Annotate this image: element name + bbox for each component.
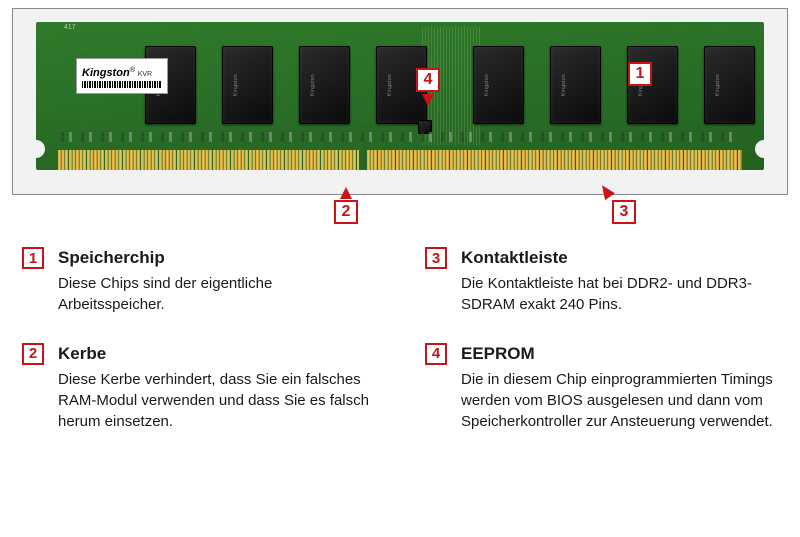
brand-sticker: Kingston® KVR	[76, 58, 168, 94]
contacts-right	[367, 150, 742, 170]
legend-title: Kontaktleiste	[461, 248, 778, 268]
chip-label: Kingston	[484, 74, 490, 96]
contacts-left	[58, 150, 359, 170]
legend-description: Diese Kerbe verhindert, dass Sie ein fal…	[58, 369, 375, 433]
legend-item-1: 1 Speicherchip Diese Chips sind der eigent…	[22, 248, 375, 316]
brand-name: Kingston	[82, 67, 130, 79]
chip-label: Kingston	[715, 74, 721, 96]
callout-arrow	[340, 187, 352, 199]
memory-chip: Kingston	[550, 46, 601, 124]
pcb-serial: 417	[64, 24, 76, 31]
chip-label: Kingston	[387, 74, 393, 96]
legend-title: Kerbe	[58, 344, 375, 364]
callout-arrow	[422, 94, 434, 106]
callout-marker-2: 2	[334, 200, 358, 224]
memory-chip: Kingston	[473, 46, 524, 124]
legend-description: Die in diesem Chip einprogrammierten Tim…	[461, 369, 778, 433]
legend-number: 4	[425, 343, 447, 365]
memory-chip: Kingston	[299, 46, 350, 124]
mounting-cutout-right	[755, 140, 773, 158]
legend-title: Speicherchip	[58, 248, 375, 268]
legend-item-3: 3 Kontaktleiste Die Kontaktleiste hat bei …	[425, 248, 778, 316]
legend-title: EEPROM	[461, 344, 778, 364]
callout-marker-4: 4	[416, 68, 440, 92]
legend-item-2: 2 Kerbe Diese Kerbe verhindert, dass Sie e…	[22, 344, 375, 433]
legend: 1 Speicherchip Diese Chips sind der eigent…	[22, 248, 778, 432]
mounting-cutout-left	[27, 140, 45, 158]
legend-number: 3	[425, 247, 447, 269]
smd-components	[61, 132, 739, 142]
chip-label: Kingston	[310, 74, 316, 96]
memory-chip: Kingston	[704, 46, 755, 124]
callout-marker-3: 3	[612, 200, 636, 224]
legend-number: 2	[22, 343, 44, 365]
memory-chip: Kingston	[222, 46, 273, 124]
legend-item-4: 4 EEPROM Die in diesem Chip einprogrammier…	[425, 344, 778, 433]
legend-number: 1	[22, 247, 44, 269]
chip-label: Kingston	[233, 74, 239, 96]
ram-module: 417 KingstonKingstonKingstonKingstonKing…	[36, 22, 764, 170]
barcode	[82, 81, 162, 88]
chip-label: Kingston	[561, 74, 567, 96]
contact-strip	[58, 150, 742, 170]
legend-description: Diese Chips sind der eigentliche Arbeits…	[58, 273, 375, 316]
brand-suffix: KVR	[138, 71, 152, 78]
keying-notch	[359, 150, 367, 170]
legend-description: Die Kontaktleiste hat bei DDR2- und DDR3…	[461, 273, 778, 316]
callout-marker-1: 1	[628, 62, 652, 86]
